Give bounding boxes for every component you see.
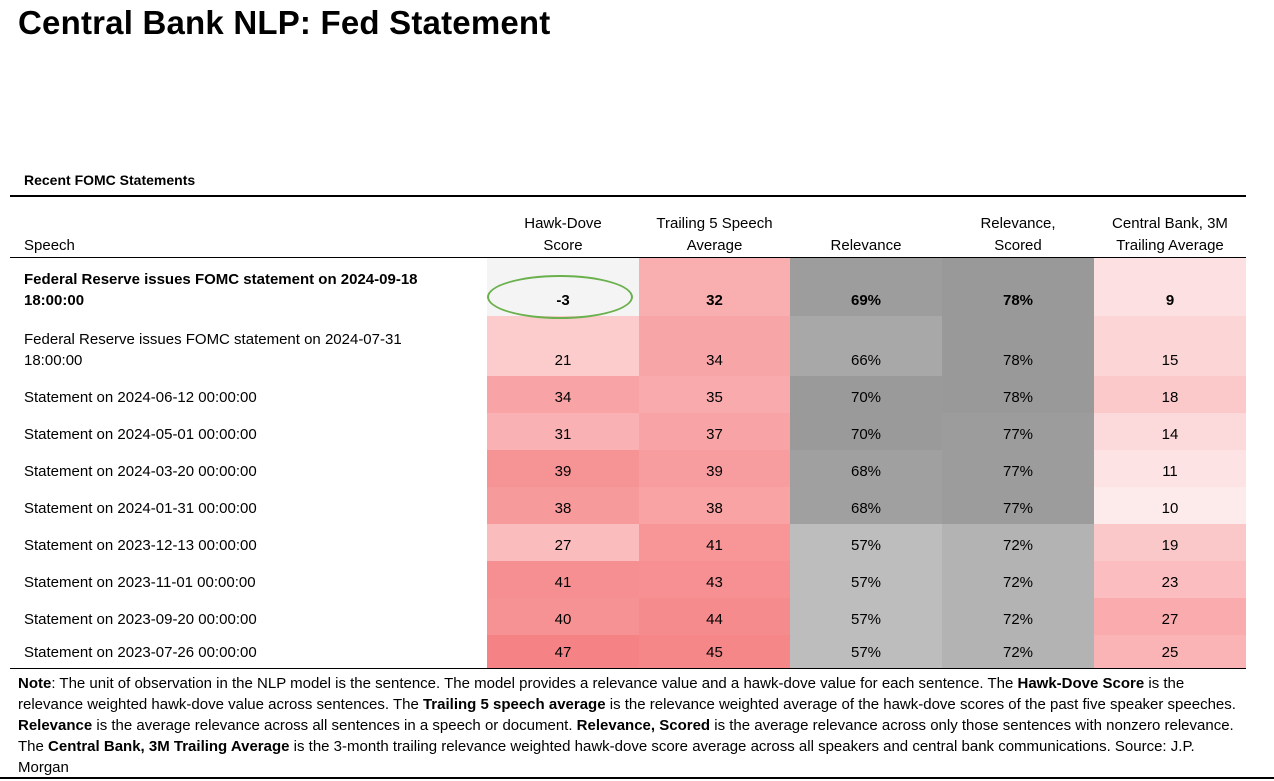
relevance-scored-cell: 77% (942, 487, 1094, 524)
table-top-rule (10, 195, 1246, 197)
trailing5-cell: 44 (639, 598, 790, 635)
cb-3m-cell: 27 (1094, 598, 1246, 635)
relevance-scored-cell: 78% (942, 316, 1094, 376)
trailing5-cell: 41 (639, 524, 790, 561)
page-bottom-rule (0, 777, 1274, 779)
relevance-cell: 57% (790, 561, 942, 598)
speech-name-cell: Statement on 2023-07-26 00:00:00 (24, 644, 257, 661)
table-row: Statement on 2024-01-31 00:00:00 38 38 68% 7… (0, 487, 1274, 524)
speech-name-cell: Statement on 2024-01-31 00:00:00 (24, 500, 257, 517)
relevance-cell: 57% (790, 635, 942, 668)
table-row: Statement on 2023-09-20 00:00:00 40 44 57% 7… (0, 598, 1274, 635)
table-row: Statement on 2023-07-26 00:00:00 47 45 57% 7… (0, 635, 1274, 668)
trailing5-cell: 37 (639, 413, 790, 450)
note-text: is the 3-month trailing relevance weight… (18, 738, 1195, 776)
table-row: Statement on 2024-05-01 00:00:00 31 37 70% 7… (0, 413, 1274, 450)
table-row: Federal Reserve issues FOMC statement on… (0, 258, 1274, 316)
note-text: is the average relevance across only tho… (18, 717, 1234, 755)
column-header-relevance: Relevance (830, 237, 902, 254)
trailing5-cell: 43 (639, 561, 790, 598)
hawk-dove-cell: 41 (487, 561, 639, 598)
cb-3m-cell: 9 (1094, 258, 1246, 316)
cb-3m-cell: 18 (1094, 376, 1246, 413)
relevance-scored-cell: 72% (942, 561, 1094, 598)
table-row: Statement on 2024-06-12 00:00:00 34 35 70% 7… (0, 376, 1274, 413)
note-bold-term: Relevance (18, 717, 93, 734)
speech-name-cell: Statement on 2024-03-20 00:00:00 (24, 463, 257, 480)
column-header-trailing-5: Trailing 5 Speech Average (656, 215, 773, 254)
trailing5-cell: 35 (639, 376, 790, 413)
relevance-scored-cell: 77% (942, 450, 1094, 487)
relevance-cell: 57% (790, 598, 942, 635)
cb-3m-cell: 14 (1094, 413, 1246, 450)
table-title: Recent FOMC Statements (24, 172, 196, 188)
relevance-cell: 70% (790, 413, 942, 450)
relevance-scored-cell: 72% (942, 635, 1094, 668)
relevance-cell: 66% (790, 316, 942, 376)
column-header-speech: Speech (24, 237, 75, 254)
trailing5-cell: 38 (639, 487, 790, 524)
cb-3m-cell: 11 (1094, 450, 1246, 487)
hawk-dove-cell: 39 (487, 450, 639, 487)
relevance-scored-cell: 72% (942, 598, 1094, 635)
note-text: : The unit of observation in the NLP mod… (51, 675, 1018, 692)
relevance-cell: 70% (790, 376, 942, 413)
note-bold-term: Hawk-Dove Score (1017, 675, 1145, 692)
cb-3m-cell: 25 (1094, 635, 1246, 668)
highlight-circle (487, 275, 633, 319)
cb-3m-cell: 23 (1094, 561, 1246, 598)
note-text: is the average relevance across all sent… (92, 717, 577, 734)
hawk-dove-cell: 34 (487, 376, 639, 413)
footnote: Note: The unit of observation in the NLP… (18, 673, 1248, 777)
note-bold-term: Note (18, 675, 52, 692)
table-row: Statement on 2023-12-13 00:00:00 27 41 57% 7… (0, 524, 1274, 561)
column-header-relevance-scored: Relevance, Scored (980, 215, 1056, 254)
table-bottom-rule (10, 668, 1246, 669)
column-header-cb-3m: Central Bank, 3M Trailing Average (1112, 215, 1228, 254)
note-text: is the relevance weighted hawk-dove valu… (18, 675, 1185, 713)
relevance-scored-cell: 72% (942, 524, 1094, 561)
column-header-hawk-dove: Hawk-Dove Score (524, 215, 602, 254)
speech-name-cell: Statement on 2023-09-20 00:00:00 (24, 611, 257, 628)
note-text: is the relevance weighted average of the… (605, 696, 1236, 713)
page-title: Central Bank NLP: Fed Statement (18, 4, 551, 41)
relevance-scored-cell: 78% (942, 376, 1094, 413)
hawk-dove-cell: 40 (487, 598, 639, 635)
cb-3m-cell: 15 (1094, 316, 1246, 376)
trailing5-cell: 39 (639, 450, 790, 487)
trailing5-cell: 45 (639, 635, 790, 668)
relevance-cell: 68% (790, 450, 942, 487)
speech-name-cell: Statement on 2024-06-12 00:00:00 (24, 389, 257, 406)
header-rule (10, 257, 1246, 258)
hawk-dove-cell: 38 (487, 487, 639, 524)
hawk-dove-cell: 47 (487, 635, 639, 668)
speech-name-cell: Federal Reserve issues FOMC statement on… (24, 331, 402, 369)
note-bold-term: Central Bank, 3M Trailing Average (48, 738, 290, 755)
trailing5-cell: 32 (639, 258, 790, 316)
hawk-dove-cell: 21 (487, 316, 639, 376)
hawk-dove-cell: 27 (487, 524, 639, 561)
relevance-scored-cell: 77% (942, 413, 1094, 450)
speech-name-cell: Statement on 2023-12-13 00:00:00 (24, 537, 257, 554)
relevance-scored-cell: 78% (942, 258, 1094, 316)
cb-3m-cell: 10 (1094, 487, 1246, 524)
note-bold-term: Trailing 5 speech average (422, 696, 606, 713)
relevance-cell: 68% (790, 487, 942, 524)
speech-name-cell: Federal Reserve issues FOMC statement on… (24, 271, 418, 309)
speech-name-cell: Statement on 2023-11-01 00:00:00 (24, 574, 256, 591)
speech-name-cell: Statement on 2024-05-01 00:00:00 (24, 426, 257, 443)
table-row: Statement on 2024-03-20 00:00:00 39 39 68% 7… (0, 450, 1274, 487)
relevance-cell: 69% (790, 258, 942, 316)
table-row: Statement on 2023-11-01 00:00:00 41 43 57% 7… (0, 561, 1274, 598)
relevance-cell: 57% (790, 524, 942, 561)
note-bold-term: Relevance, Scored (576, 717, 711, 734)
cb-3m-cell: 19 (1094, 524, 1246, 561)
table-row: Federal Reserve issues FOMC statement on… (0, 316, 1274, 376)
trailing5-cell: 34 (639, 316, 790, 376)
hawk-dove-cell: 31 (487, 413, 639, 450)
